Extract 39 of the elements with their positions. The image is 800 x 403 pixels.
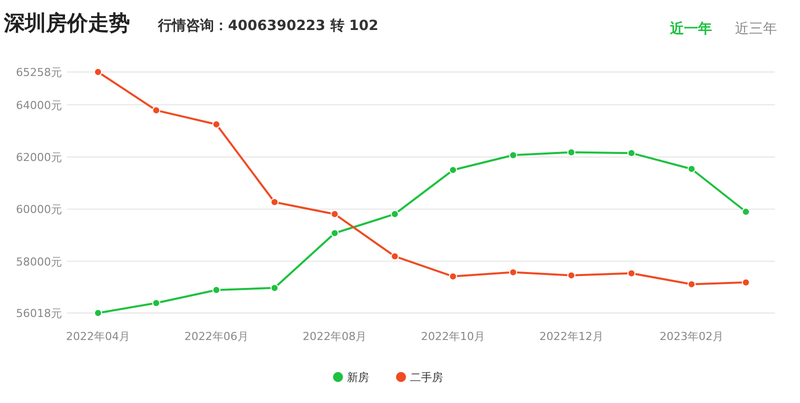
point — [330, 229, 339, 238]
legend-label: 二手房 — [410, 371, 443, 384]
x-tick-label: 2022年06月 — [184, 330, 248, 343]
point — [94, 68, 102, 76]
x-tick-label: 2022年08月 — [302, 330, 367, 343]
point — [509, 151, 518, 160]
point — [688, 164, 696, 174]
point — [212, 120, 220, 128]
point — [742, 278, 750, 286]
point — [390, 210, 399, 218]
y-tick-label: 65258元 — [16, 66, 62, 79]
point — [742, 208, 750, 216]
chart-title: 深圳房价走势 — [3, 11, 130, 35]
y-tick-label: 60000元 — [16, 203, 62, 216]
point — [688, 280, 696, 288]
text: 近三年 — [735, 21, 777, 37]
x-tick-label: 2022年12月 — [539, 330, 604, 343]
point — [627, 149, 636, 158]
point — [270, 284, 279, 292]
x-tick-label: 2023年02月 — [660, 330, 724, 343]
point — [212, 286, 220, 294]
point — [448, 272, 458, 280]
point — [152, 106, 160, 114]
y-tick-label: 62000元 — [16, 150, 62, 164]
y-tick-label: 58000元 — [16, 255, 62, 268]
chart-subtitle: 行情咨询：4006390223 转 102 — [157, 18, 378, 34]
point — [509, 268, 518, 276]
point — [627, 269, 636, 278]
point — [94, 308, 102, 318]
y-tick-label: 64000元 — [16, 98, 62, 112]
x-tick-label: 2022年04月 — [66, 330, 130, 343]
x-tick-label: 2022年10月 — [421, 330, 486, 343]
legend-label: 新房 — [347, 371, 369, 384]
point — [567, 148, 576, 156]
point — [567, 271, 576, 280]
y-tick-label: 56018元 — [16, 307, 62, 320]
point — [390, 252, 399, 260]
text: 近一年 — [669, 20, 712, 37]
point — [330, 210, 339, 218]
